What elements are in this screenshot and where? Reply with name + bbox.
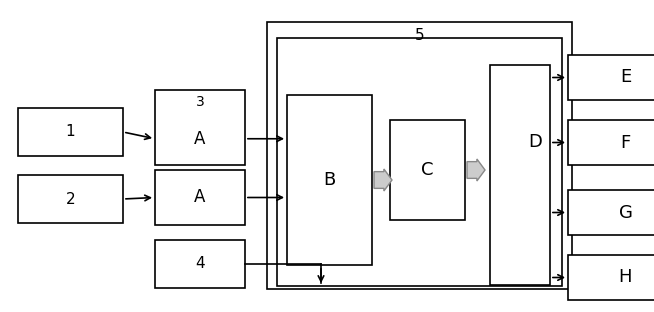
Text: F: F [621,134,630,152]
Bar [568,55,654,100]
Text: B: B [323,171,336,189]
Bar [490,65,550,285]
Bar [568,255,654,300]
Text: C: C [421,161,434,179]
Text: G: G [619,203,632,222]
Bar [155,170,245,225]
Bar [390,120,465,220]
Bar [568,120,654,165]
Bar [155,90,245,165]
Bar [267,22,572,289]
Text: A: A [194,188,206,207]
Bar [277,38,562,286]
Text: 5: 5 [415,28,424,43]
Text: D: D [528,133,542,151]
Polygon shape [467,159,485,181]
Text: H: H [619,269,632,286]
Bar [18,175,123,223]
Text: 4: 4 [195,256,205,271]
Bar [568,190,654,235]
Text: 3: 3 [196,95,204,109]
Polygon shape [374,169,392,191]
Bar [18,108,123,156]
Bar [287,95,372,265]
Text: 2: 2 [65,192,75,207]
Text: E: E [620,69,631,86]
Text: 1: 1 [65,124,75,139]
Text: A: A [194,130,206,148]
Bar [155,240,245,288]
